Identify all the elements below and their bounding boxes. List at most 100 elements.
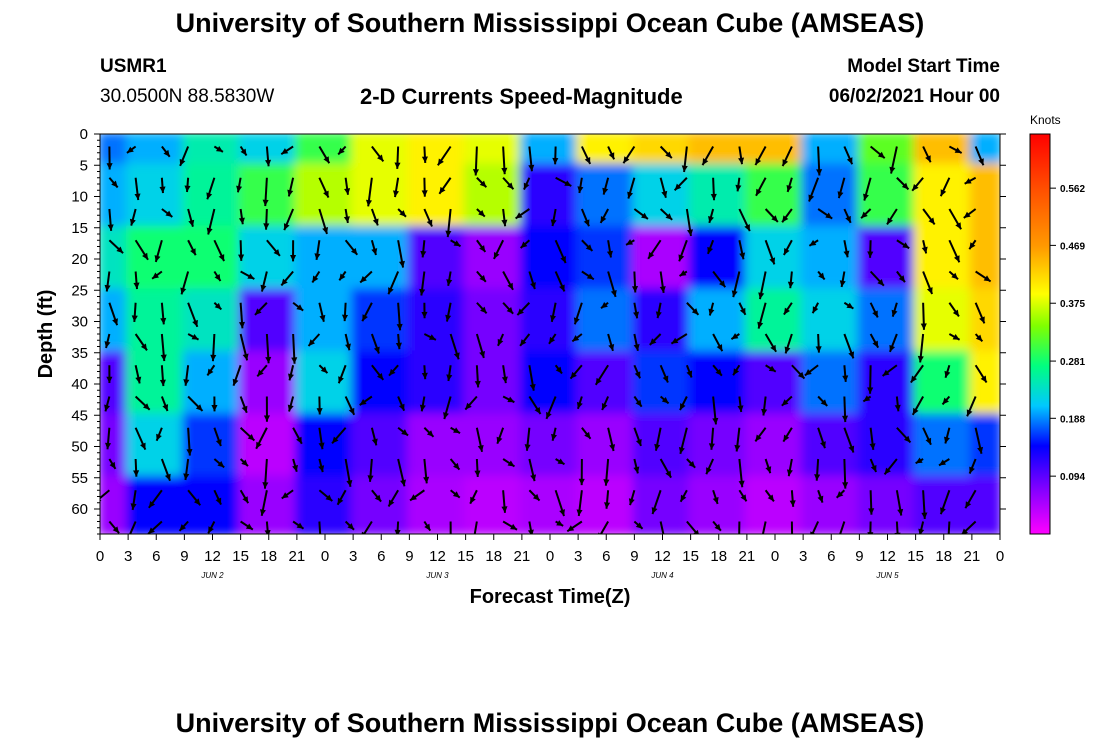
current-arrowhead — [365, 199, 373, 207]
current-arrowhead — [810, 531, 816, 534]
current-arrowhead — [112, 526, 120, 534]
current-arrowhead — [262, 199, 269, 207]
current-arrowhead — [322, 227, 329, 234]
current-arrowhead — [889, 344, 896, 352]
current-arrowhead — [217, 460, 225, 468]
current-arrowhead — [894, 404, 901, 412]
current-arrowhead — [163, 149, 170, 157]
current-arrowhead — [529, 383, 536, 391]
speed-cell — [857, 475, 918, 534]
current-arrowhead — [419, 288, 426, 296]
current-arrowhead — [501, 376, 508, 384]
current-arrowhead — [312, 275, 319, 283]
current-arrowhead — [606, 250, 613, 258]
current-arrowhead — [256, 441, 262, 449]
current-arrowhead — [736, 536, 742, 542]
current-arrowhead — [332, 436, 339, 444]
speed-cell — [576, 413, 637, 480]
current-arrowhead — [891, 309, 898, 317]
current-arrowhead — [659, 286, 666, 293]
current-arrowhead — [889, 166, 896, 174]
current-arrowhead — [395, 342, 402, 350]
speed-cell — [238, 225, 299, 293]
current-arrowhead — [389, 368, 396, 376]
current-arrowhead — [577, 186, 584, 193]
current-arrowhead — [453, 352, 460, 360]
y-tick-label: 50 — [71, 439, 88, 456]
y-tick-label: 60 — [71, 501, 88, 518]
current-arrowhead — [240, 148, 247, 156]
current-arrowhead — [186, 449, 193, 456]
current-arrow — [686, 520, 699, 534]
current-arrowhead — [559, 509, 565, 517]
current-arrowhead — [718, 280, 726, 288]
current-arrowhead — [556, 520, 564, 526]
current-arrowhead — [401, 429, 409, 436]
current-arrowhead — [133, 282, 140, 290]
current-arrowhead — [661, 190, 668, 198]
current-arrowhead — [501, 167, 508, 175]
current-arrowhead — [739, 252, 746, 260]
speed-cell — [913, 350, 974, 418]
current-arrowhead — [507, 460, 515, 467]
current-arrowhead — [410, 494, 417, 501]
model-start-value: 06/02/2021 Hour 00 — [828, 86, 1000, 107]
x-tick-label: 9 — [180, 548, 188, 565]
y-tick-label: 40 — [71, 376, 88, 393]
current-arrowhead — [877, 151, 885, 159]
current-arrowhead — [977, 446, 984, 454]
current-arrowhead — [474, 470, 481, 477]
y-tick-label: 55 — [71, 470, 88, 487]
speed-cell — [238, 413, 299, 480]
current-arrowhead — [445, 314, 452, 322]
current-arrowhead — [254, 308, 262, 315]
current-arrowhead — [716, 344, 723, 352]
speed-cell — [632, 475, 693, 534]
current-arrowhead — [920, 323, 927, 330]
current-arrowhead — [348, 407, 355, 415]
current-arrowhead — [156, 433, 162, 441]
current-arrowhead — [188, 219, 195, 227]
current-arrowhead — [474, 380, 481, 388]
speed-cell — [463, 163, 524, 230]
current-arrowhead — [842, 415, 849, 423]
current-arrowhead — [287, 404, 294, 412]
current-arrowhead — [245, 523, 253, 530]
current-arrowhead — [583, 219, 590, 227]
speed-cell — [519, 163, 581, 230]
current-arrowhead — [242, 496, 249, 504]
current-arrowhead — [756, 188, 762, 196]
speed-cell — [407, 475, 468, 534]
speed-cell — [126, 475, 187, 534]
x-tick-label: 0 — [771, 548, 779, 565]
current-arrowhead — [952, 334, 960, 340]
current-arrowhead — [421, 372, 428, 380]
current-arrowhead — [820, 441, 826, 449]
current-arrowhead — [359, 398, 367, 406]
current-arrowhead — [550, 315, 557, 322]
current-arrowhead — [421, 311, 428, 319]
current-arrowhead — [595, 377, 602, 385]
current-arrowhead — [281, 492, 289, 499]
current-arrowhead — [897, 508, 904, 516]
current-arrow — [362, 520, 373, 534]
current-arrowhead — [761, 408, 768, 416]
y-tick-label: 10 — [71, 189, 88, 206]
current-arrowhead — [771, 215, 778, 222]
current-arrowhead — [887, 217, 893, 225]
current-arrowhead — [915, 457, 923, 464]
current-arrowhead — [570, 371, 577, 379]
x-tick-label: 12 — [204, 548, 221, 565]
current-arrowhead — [421, 190, 428, 197]
current-arrowhead — [686, 370, 693, 378]
x-tick-label: 9 — [855, 548, 863, 565]
current-arrowhead — [510, 523, 518, 530]
current-arrowhead — [655, 311, 662, 319]
current-arrowhead — [506, 306, 514, 314]
current-arrowhead — [784, 346, 791, 354]
speed-cell — [969, 475, 1000, 534]
speed-cell — [126, 163, 187, 230]
current-arrowhead — [400, 479, 406, 487]
x-tick-label: 12 — [879, 548, 896, 565]
current-arrowhead — [215, 439, 222, 447]
